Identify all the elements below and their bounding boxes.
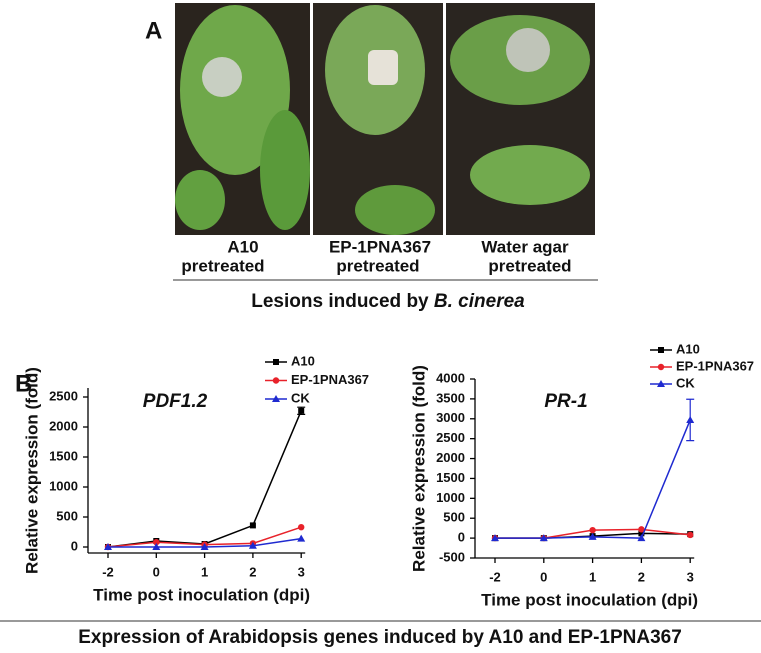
x-tick-label: 2 [638, 569, 645, 584]
y-axis-label: Relative expression (fold) [22, 367, 41, 574]
y-tick-label: 1000 [436, 490, 465, 505]
marker [687, 531, 694, 539]
marker [272, 377, 280, 384]
marker [297, 534, 306, 542]
photo-label: pretreated [181, 256, 264, 275]
legend-label: A10 [291, 353, 315, 368]
y-tick-label: 1500 [436, 470, 465, 485]
marker [638, 530, 645, 537]
series-line [107, 410, 302, 548]
marker [589, 526, 596, 534]
x-tick-label: 1 [201, 564, 208, 579]
y-tick-label: 3500 [436, 390, 465, 405]
x-tick-label: 2 [249, 564, 256, 579]
y-tick-label: 3000 [436, 410, 465, 425]
photo-label: pretreated [488, 256, 571, 275]
x-tick-label: 1 [589, 569, 596, 584]
y-tick-label: 2000 [49, 418, 78, 433]
marker [298, 407, 305, 414]
legend-label: CK [676, 375, 695, 390]
x-tick-label: 0 [540, 569, 547, 584]
marker [104, 543, 112, 550]
marker [273, 359, 279, 365]
marker [539, 534, 548, 542]
photo-label: EP-1PNA367 [329, 237, 431, 256]
panel-label: B [15, 370, 32, 397]
marker [638, 526, 645, 533]
marker [657, 363, 665, 371]
caption-species: B. cinerea [434, 291, 525, 312]
marker [491, 534, 499, 542]
legend-label: EP-1PNA367 [676, 358, 754, 373]
y-tick-label: 4000 [436, 370, 465, 385]
marker [152, 543, 161, 550]
marker [248, 541, 257, 549]
annotation: PDF1.2 [143, 391, 208, 412]
photos [175, 3, 595, 235]
x-tick-label: 3 [298, 564, 305, 579]
panel-label: A [145, 17, 162, 44]
photo-label: A10 [227, 237, 258, 256]
y-tick-label: 0 [71, 538, 78, 553]
x-tick-label: 0 [153, 564, 160, 579]
marker [153, 539, 160, 546]
annotation: PR-1 [544, 391, 587, 412]
x-tick-label: -2 [489, 569, 501, 584]
marker [658, 347, 664, 353]
x-tick-label: -2 [102, 564, 114, 579]
caption: Lesions induced by B. cinerea [251, 291, 525, 312]
x-axis-label: Time post inoculation (dpi) [93, 585, 310, 604]
y-tick-label: 2500 [49, 388, 78, 403]
y-tick-label: 0 [458, 530, 465, 545]
marker [588, 532, 597, 540]
legend-label: EP-1PNA367 [291, 372, 369, 387]
caption: Expression of Arabidopsis genes induced … [78, 627, 682, 648]
legend-label: CK [291, 390, 310, 405]
y-tick-label: 1500 [49, 448, 78, 463]
y-axis-label: Relative expression (fold) [409, 365, 428, 572]
y-tick-label: 500 [443, 510, 465, 525]
legend-label: A10 [676, 341, 700, 356]
caption-text: Lesions induced by [251, 291, 434, 312]
y-tick-label: 500 [56, 508, 78, 523]
marker [686, 415, 695, 423]
y-tick-label: 2500 [436, 430, 465, 445]
series-line [495, 419, 691, 539]
marker [200, 543, 209, 550]
y-tick-label: -500 [439, 549, 465, 564]
x-tick-label: 3 [687, 569, 694, 584]
marker [249, 522, 256, 529]
photo-label: pretreated [336, 256, 419, 275]
marker [272, 395, 280, 402]
photo-label: Water agar [481, 237, 569, 256]
marker [657, 380, 665, 387]
marker [637, 534, 646, 542]
x-axis-label: Time post inoculation (dpi) [481, 590, 698, 609]
marker [298, 524, 305, 531]
y-tick-label: 1000 [49, 478, 78, 493]
y-tick-label: 2000 [436, 450, 465, 465]
